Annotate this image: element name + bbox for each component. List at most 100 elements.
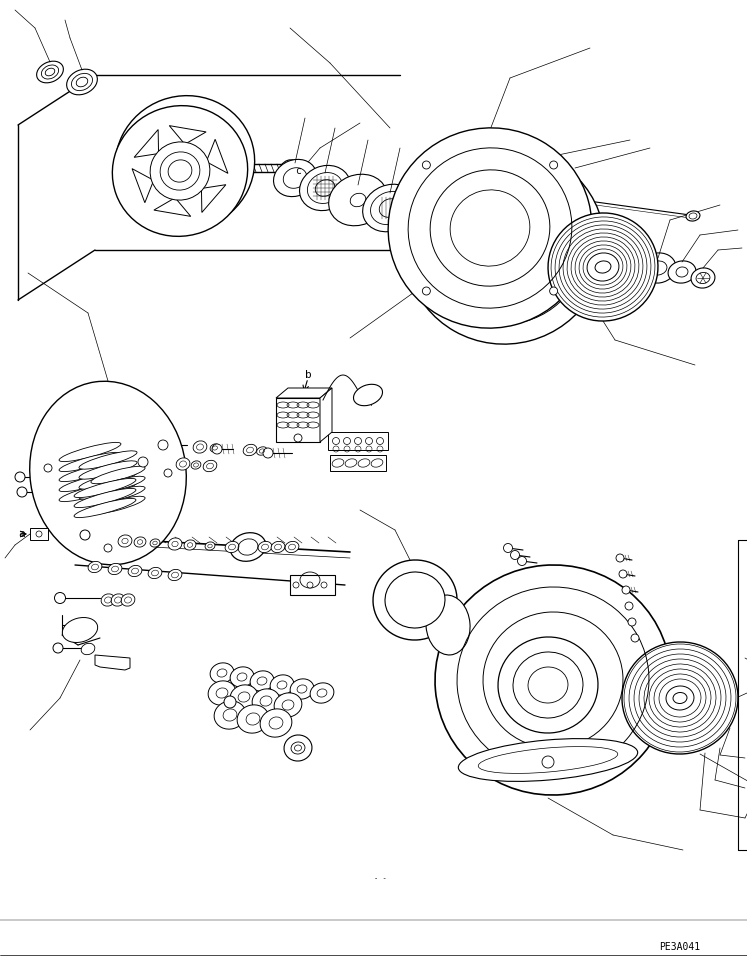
Ellipse shape [74, 488, 136, 508]
Polygon shape [202, 185, 226, 213]
Ellipse shape [168, 538, 182, 550]
Polygon shape [206, 140, 228, 173]
Ellipse shape [252, 689, 280, 714]
Ellipse shape [91, 466, 145, 483]
Bar [290, 575, 335, 595]
Ellipse shape [353, 384, 382, 405]
Ellipse shape [59, 442, 121, 461]
Circle shape [55, 592, 66, 604]
Ellipse shape [230, 685, 258, 709]
Circle shape [518, 557, 527, 565]
Ellipse shape [203, 460, 217, 472]
Bar [276, 398, 320, 442]
Ellipse shape [101, 594, 115, 606]
Circle shape [616, 554, 624, 562]
Ellipse shape [74, 479, 136, 498]
Ellipse shape [271, 541, 285, 553]
Ellipse shape [59, 462, 121, 482]
Circle shape [503, 543, 512, 553]
Bar [330, 455, 386, 471]
Circle shape [542, 756, 554, 768]
Circle shape [224, 696, 236, 708]
Ellipse shape [45, 471, 59, 482]
Bar [30, 528, 48, 540]
Ellipse shape [184, 540, 196, 550]
Ellipse shape [108, 563, 122, 575]
Circle shape [365, 437, 373, 445]
Ellipse shape [225, 541, 239, 553]
Bar [328, 432, 388, 450]
Circle shape [332, 437, 339, 445]
Ellipse shape [426, 595, 470, 655]
Ellipse shape [244, 444, 257, 455]
Ellipse shape [193, 441, 207, 454]
Ellipse shape [435, 565, 671, 795]
Ellipse shape [128, 565, 142, 577]
Ellipse shape [640, 253, 676, 283]
Ellipse shape [290, 679, 314, 699]
Ellipse shape [300, 166, 350, 211]
Ellipse shape [59, 473, 121, 491]
Circle shape [15, 472, 25, 482]
Ellipse shape [88, 561, 102, 573]
Ellipse shape [150, 142, 210, 200]
Ellipse shape [210, 663, 234, 683]
Ellipse shape [121, 594, 135, 606]
Ellipse shape [118, 534, 132, 547]
Ellipse shape [257, 447, 267, 455]
Text: a: a [18, 529, 25, 539]
Circle shape [36, 531, 42, 537]
Polygon shape [320, 388, 332, 442]
Ellipse shape [329, 174, 388, 225]
Ellipse shape [362, 184, 418, 232]
Text: b: b [568, 667, 574, 677]
Polygon shape [134, 130, 158, 157]
Ellipse shape [59, 453, 121, 472]
Ellipse shape [210, 444, 220, 453]
Circle shape [263, 448, 273, 458]
Ellipse shape [250, 671, 274, 691]
Ellipse shape [395, 196, 438, 234]
Circle shape [422, 161, 430, 169]
Ellipse shape [548, 213, 658, 321]
Ellipse shape [332, 458, 344, 467]
Ellipse shape [81, 643, 95, 655]
Circle shape [293, 582, 299, 588]
Ellipse shape [205, 542, 215, 550]
Circle shape [344, 437, 350, 445]
Ellipse shape [498, 637, 598, 733]
Circle shape [307, 582, 313, 588]
Ellipse shape [79, 481, 137, 499]
Ellipse shape [214, 701, 246, 729]
Ellipse shape [260, 709, 292, 737]
Circle shape [138, 457, 148, 467]
Text: a: a [528, 693, 534, 703]
Ellipse shape [358, 458, 370, 467]
Ellipse shape [59, 482, 121, 502]
Circle shape [321, 582, 327, 588]
Circle shape [422, 287, 430, 295]
Circle shape [550, 161, 558, 169]
Ellipse shape [111, 594, 125, 606]
Circle shape [17, 487, 27, 497]
Text: PE3A041: PE3A041 [659, 942, 700, 952]
Ellipse shape [176, 457, 190, 470]
Ellipse shape [91, 486, 145, 504]
Circle shape [376, 437, 383, 445]
Circle shape [80, 530, 90, 540]
Ellipse shape [62, 617, 98, 642]
Ellipse shape [405, 148, 605, 344]
Ellipse shape [91, 496, 145, 513]
Circle shape [355, 437, 362, 445]
Ellipse shape [30, 381, 186, 564]
Circle shape [164, 469, 172, 477]
Polygon shape [276, 388, 332, 398]
Ellipse shape [310, 683, 334, 703]
Ellipse shape [595, 261, 611, 273]
Ellipse shape [237, 705, 269, 733]
Ellipse shape [385, 572, 445, 628]
Circle shape [44, 464, 52, 472]
Ellipse shape [230, 533, 266, 561]
Ellipse shape [284, 735, 312, 761]
Circle shape [631, 634, 639, 642]
